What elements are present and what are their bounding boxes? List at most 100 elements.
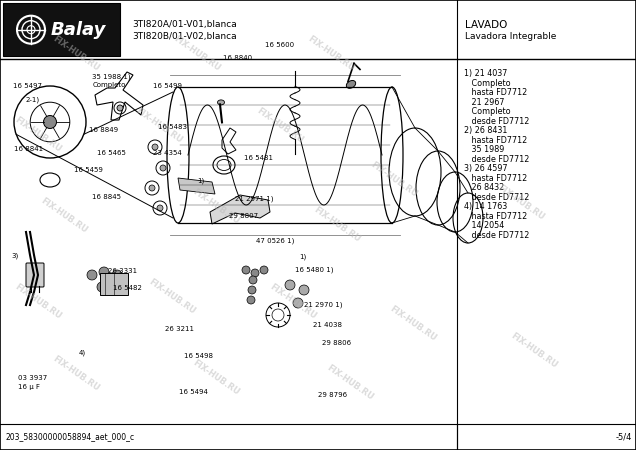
Circle shape [157, 205, 163, 211]
Circle shape [160, 165, 166, 171]
Text: 2) 26 8431: 2) 26 8431 [464, 126, 507, 135]
Text: FIX-HUB.RU: FIX-HUB.RU [52, 354, 101, 393]
Text: 2-1): 2-1) [25, 97, 39, 103]
Text: 16 5494: 16 5494 [179, 388, 208, 395]
Circle shape [293, 298, 303, 308]
Circle shape [87, 270, 97, 280]
Text: 26 3211: 26 3211 [165, 326, 194, 332]
Ellipse shape [218, 100, 225, 105]
Bar [100, 273, 128, 295]
Text: 1): 1) [299, 253, 306, 260]
Polygon shape [178, 178, 215, 194]
Text: FIX-HUB.RU: FIX-HUB.RU [312, 206, 362, 244]
Text: 16 5465: 16 5465 [97, 150, 125, 156]
Text: Lavadora Integrable: Lavadora Integrable [465, 32, 556, 41]
Circle shape [260, 266, 268, 274]
Text: 16 8845: 16 8845 [92, 194, 121, 200]
Circle shape [285, 280, 295, 290]
Text: 4): 4) [79, 350, 86, 356]
Text: 16 8840: 16 8840 [223, 54, 252, 61]
Text: 16 5497: 16 5497 [13, 83, 42, 90]
Text: FIX-HUB.RU: FIX-HUB.RU [13, 282, 63, 321]
Text: 3) 26 4597: 3) 26 4597 [464, 164, 508, 173]
Text: FIX-HUB.RU: FIX-HUB.RU [191, 188, 241, 226]
Text: desde FD7712: desde FD7712 [464, 117, 529, 126]
FancyBboxPatch shape [26, 263, 44, 287]
Text: 16 5483: 16 5483 [158, 124, 187, 130]
Text: Completo: Completo [92, 82, 125, 89]
Text: 16 μ F: 16 μ F [18, 384, 40, 390]
Text: FIX-HUB.RU: FIX-HUB.RU [52, 35, 101, 73]
Text: 14 2054: 14 2054 [464, 221, 504, 230]
Text: FIX-HUB.RU: FIX-HUB.RU [325, 363, 375, 402]
Text: 21 2970 1): 21 2970 1) [304, 302, 343, 308]
Text: FIX-HUB.RU: FIX-HUB.RU [191, 359, 241, 397]
Circle shape [99, 267, 109, 277]
Text: FIX-HUB.RU: FIX-HUB.RU [255, 107, 305, 145]
Text: 4) 14 1763: 4) 14 1763 [464, 202, 507, 211]
Text: FIX-HUB.RU: FIX-HUB.RU [306, 35, 356, 73]
Text: 21 4038: 21 4038 [313, 322, 342, 328]
Circle shape [43, 116, 57, 129]
Text: FIX-HUB.RU: FIX-HUB.RU [497, 183, 546, 222]
Text: Completo: Completo [464, 108, 510, 117]
Circle shape [149, 185, 155, 191]
Text: FIX-HUB.RU: FIX-HUB.RU [134, 107, 184, 145]
Circle shape [249, 276, 257, 284]
Text: 21 2967: 21 2967 [464, 98, 504, 107]
Text: 16 5459: 16 5459 [74, 167, 102, 173]
Text: 203_58300000058894_aet_000_c: 203_58300000058894_aet_000_c [5, 432, 134, 441]
Text: FIX-HUB.RU: FIX-HUB.RU [389, 305, 438, 343]
Text: FIX-HUB.RU: FIX-HUB.RU [370, 161, 419, 199]
Ellipse shape [347, 81, 356, 88]
Text: 03 3937: 03 3937 [18, 374, 47, 381]
Text: hasta FD7712: hasta FD7712 [464, 136, 527, 145]
Text: FIX-HUB.RU: FIX-HUB.RU [509, 332, 559, 370]
Text: 16 5499: 16 5499 [153, 83, 182, 90]
Circle shape [248, 286, 256, 294]
Circle shape [247, 296, 255, 304]
Text: desde FD7712: desde FD7712 [464, 231, 529, 240]
Text: hasta FD7712: hasta FD7712 [464, 212, 527, 221]
Text: 29 8807: 29 8807 [229, 213, 258, 220]
Text: 3TI820A/01-V01,blanca: 3TI820A/01-V01,blanca [132, 20, 237, 29]
Text: 16 5481: 16 5481 [244, 155, 273, 162]
Text: desde FD7712: desde FD7712 [464, 155, 529, 164]
Text: FIX-HUB.RU: FIX-HUB.RU [268, 282, 317, 321]
Text: 16 5600: 16 5600 [265, 42, 294, 49]
Circle shape [117, 105, 123, 111]
Text: desde FD7712: desde FD7712 [464, 193, 529, 202]
Text: FIX-HUB.RU: FIX-HUB.RU [172, 35, 222, 73]
Text: Completo: Completo [464, 79, 510, 88]
Circle shape [105, 280, 115, 290]
Polygon shape [210, 195, 270, 224]
Text: 21 2971 1): 21 2971 1) [235, 195, 274, 202]
Circle shape [152, 144, 158, 150]
Text: 26 8432: 26 8432 [464, 184, 504, 193]
Text: 16 5498: 16 5498 [184, 353, 214, 360]
Bar [3, 3, 120, 56]
Text: 35 1988 1): 35 1988 1) [92, 73, 131, 80]
Text: 29 8806: 29 8806 [322, 340, 351, 346]
Text: 16 5482: 16 5482 [113, 285, 142, 291]
Text: -5/4: -5/4 [616, 432, 632, 441]
Text: hasta FD7712: hasta FD7712 [464, 88, 527, 97]
Text: FIX-HUB.RU: FIX-HUB.RU [39, 197, 88, 235]
Text: 16 8841: 16 8841 [14, 146, 43, 153]
Text: FIX-HUB.RU: FIX-HUB.RU [147, 278, 197, 316]
Text: Balay: Balay [50, 21, 106, 39]
Text: 16 5480 1): 16 5480 1) [295, 267, 334, 273]
Text: 29 8796: 29 8796 [318, 392, 347, 398]
Circle shape [112, 270, 122, 280]
Text: 47 0526 1): 47 0526 1) [256, 238, 294, 244]
Text: 1): 1) [197, 178, 204, 184]
Text: 3): 3) [11, 252, 18, 259]
Circle shape [251, 269, 259, 277]
Text: 23 4354: 23 4354 [153, 150, 181, 157]
Text: 1) 21 4037: 1) 21 4037 [464, 69, 507, 78]
Circle shape [299, 285, 309, 295]
Text: 35 1989: 35 1989 [464, 145, 504, 154]
Text: 16 8849: 16 8849 [89, 127, 118, 134]
Text: LAVADO: LAVADO [465, 20, 507, 30]
Circle shape [242, 266, 250, 274]
